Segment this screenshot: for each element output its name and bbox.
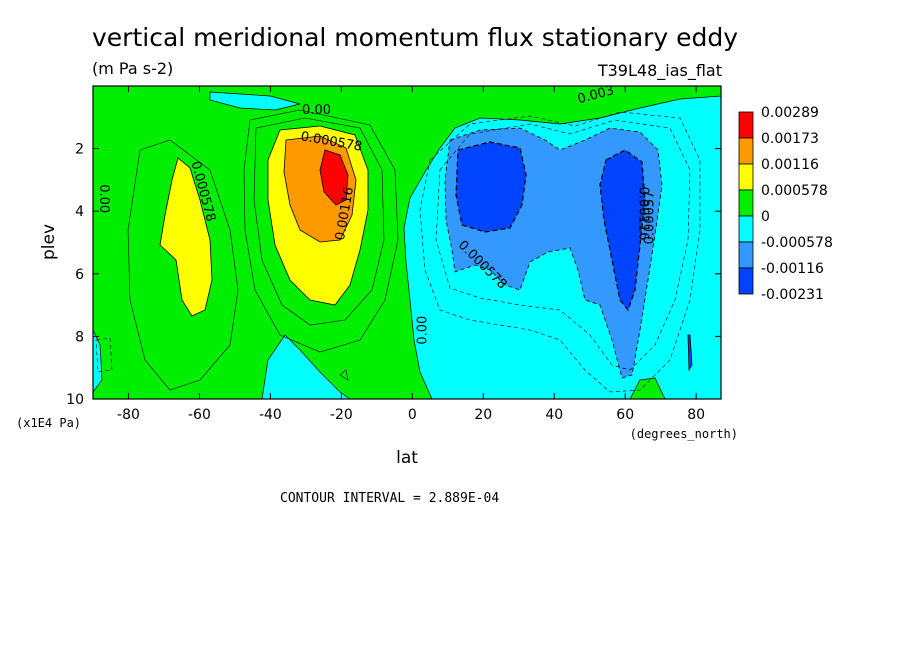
field-cyan-lobe-top [209, 91, 301, 111]
field-cyan-lobe-bottom [261, 334, 351, 399]
contour-label: 0.00057 [643, 191, 658, 245]
contour-label: 0.00 [96, 184, 111, 213]
legend-label: 0.00116 [761, 157, 819, 173]
dataset-label: T39L48_ias_flat [597, 61, 722, 81]
field-yellow-cell-west [159, 157, 213, 317]
y-tick-label: 10 [66, 392, 84, 408]
legend-label: 0.00289 [761, 105, 819, 121]
negative-contour-lines [95, 111, 701, 393]
legend-label: -0.00116 [761, 261, 824, 277]
chart-title: vertical meridional momentum flux statio… [92, 23, 738, 52]
x-tick-label: -40 [259, 407, 282, 423]
x-axis: -80 -60 -40 -20 0 20 40 60 80 [117, 86, 705, 423]
contour-label: 0.00 [302, 103, 331, 118]
x-tick-label: 20 [474, 407, 492, 423]
y-tick-label: 4 [75, 204, 84, 220]
contour-label: -0.00116 [635, 182, 650, 240]
field-small-feature [687, 334, 693, 372]
chart-units: (m Pa s-2) [92, 59, 173, 78]
legend-swatch [738, 267, 754, 295]
legend-swatch [738, 163, 754, 191]
field-red-cell [319, 149, 349, 206]
legend-swatch [738, 111, 754, 139]
y-tick-label: 2 [75, 142, 84, 158]
x-tick-label: 60 [616, 407, 634, 423]
legend-label: -0.00231 [761, 287, 824, 303]
x-tick-label: 40 [545, 407, 563, 423]
plot-area: 0.00 0.0005780.000.0005780.001160.0030.00… [93, 86, 721, 399]
x-axis-label: lat [396, 448, 418, 468]
x-tick-label: 80 [687, 407, 705, 423]
legend-label: 0.000578 [761, 183, 828, 199]
field-blue-cell-west [455, 141, 527, 233]
plot-frame [92, 85, 722, 400]
x-tick-label: 0 [408, 407, 417, 423]
x-axis-units: (degrees_north) [630, 427, 738, 441]
legend-label: -0.000578 [761, 235, 833, 251]
y-axis-units: (x1E4 Pa) [16, 416, 81, 430]
field-small-loop [339, 369, 349, 381]
field-blue-cell-north [599, 149, 646, 312]
contour-label: 0.00 [416, 316, 431, 345]
x-tick-label: -60 [188, 407, 211, 423]
legend-swatch [738, 215, 754, 243]
color-legend: 0.00289 0.00173 0.00116 0.000578 0 -0.000578 -… [738, 105, 833, 303]
field-green-region [93, 86, 721, 399]
y-axis-label: plev [39, 224, 59, 260]
positive-contour-lines [127, 109, 399, 391]
x-tick-label: -80 [117, 407, 140, 423]
legend-label: 0 [761, 209, 770, 225]
y-axis: 2 4 6 8 10 [66, 142, 721, 408]
x-tick-label: -20 [330, 407, 353, 423]
legend-label: 0.00173 [761, 131, 819, 147]
field-green-pocket-north [629, 377, 666, 399]
y-tick-label: 6 [75, 267, 84, 283]
legend-swatch [738, 137, 754, 165]
y-tick-label: 8 [75, 329, 84, 345]
contour-interval-note: CONTOUR INTERVAL = 2.889E-04 [280, 491, 499, 506]
legend-swatch [738, 189, 754, 217]
legend-swatch [738, 241, 754, 269]
